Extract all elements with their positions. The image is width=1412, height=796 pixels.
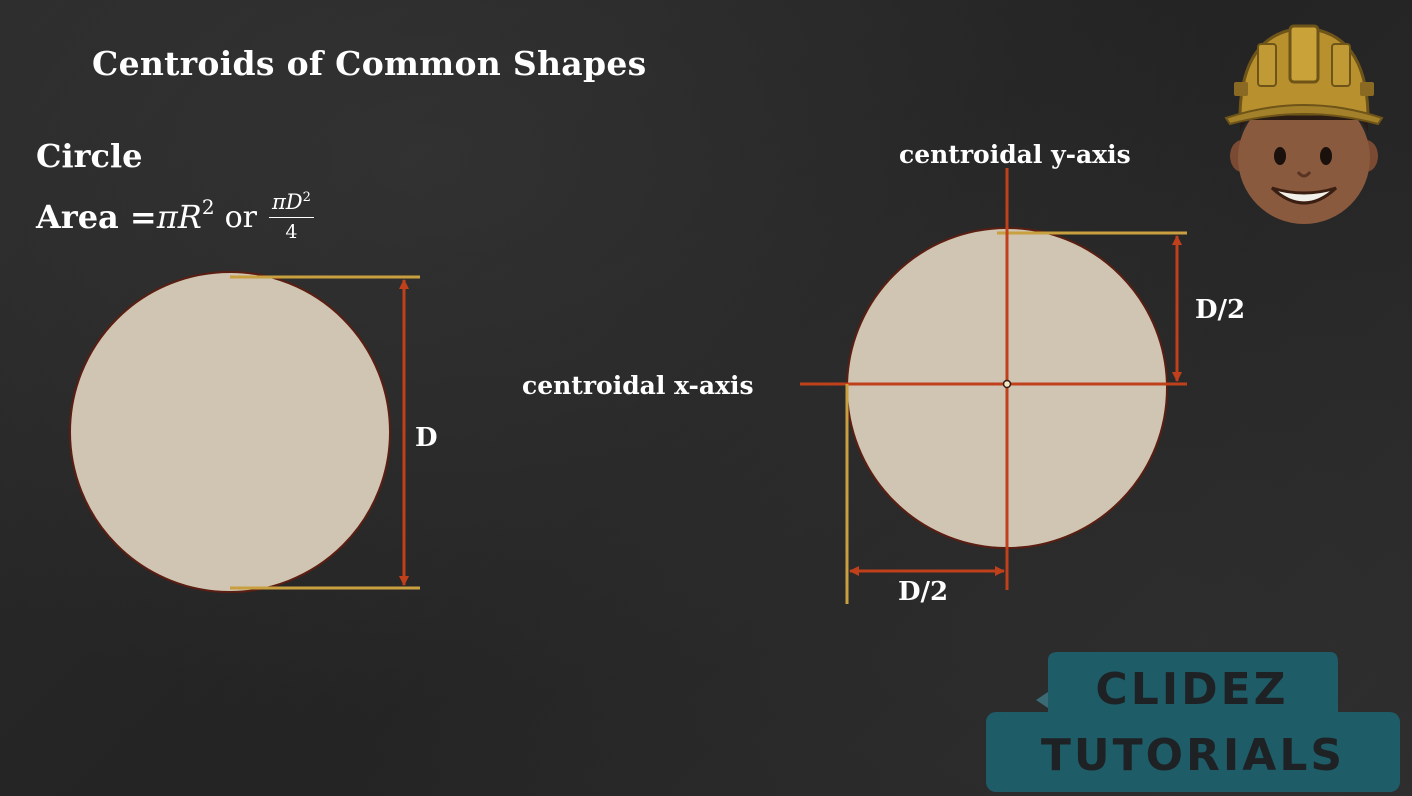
logo-bottom-panel (986, 712, 1400, 792)
area-formula-fraction: πD2 4 (269, 190, 314, 244)
logo-top-panel (1048, 652, 1338, 714)
page-title: Centroids of Common Shapes (92, 44, 647, 83)
mascot-face (1238, 92, 1370, 224)
mascot-helmet-clip-left (1234, 82, 1248, 96)
logo-line-2: TUTORIALS (1041, 730, 1345, 781)
mascot-helmet-rib-left (1257, 43, 1277, 87)
mascot-helmet-ridge (1288, 24, 1320, 84)
vertical-half-label: D/2 (1195, 295, 1245, 325)
mascot-left-eye (1274, 147, 1286, 165)
logo-line-1: CLIDEZ (1095, 664, 1288, 715)
area-label: Area = (36, 198, 157, 236)
x-axis-label: centroidal x-axis (522, 371, 754, 400)
area-formula-radius-exponent: 2 (201, 195, 215, 219)
centroid-point (1002, 379, 1012, 389)
mascot-nose (1296, 171, 1312, 178)
left-circle (69, 271, 391, 593)
shape-name: Circle (36, 137, 143, 175)
fraction-numerator: πD2 (269, 190, 314, 219)
logo-accent-mark (1036, 692, 1048, 708)
mascot-helmet-brim (1224, 104, 1384, 126)
mascot-right-eye (1320, 147, 1332, 165)
engineer-mascot-icon (1224, 24, 1384, 224)
mascot-smile (1270, 186, 1338, 205)
area-formula-radius-base: πR (156, 198, 202, 236)
clidez-tutorials-logo: CLIDEZ TUTORIALS (986, 652, 1400, 792)
area-formula-radius: πR2 (156, 195, 215, 236)
mascot-helmet-rib-right (1331, 43, 1351, 87)
left-dimension-label: D (415, 423, 438, 453)
y-axis-label: centroidal y-axis (899, 140, 1131, 169)
mascot-helmet-clip-right (1360, 82, 1374, 96)
area-formula-connector: or (224, 199, 257, 235)
area-formula: Area = πR2 or πD2 4 (36, 182, 314, 252)
fraction-numerator-exponent: 2 (302, 190, 311, 205)
horizontal-half-label: D/2 (898, 577, 948, 607)
fraction-numerator-base: πD (272, 190, 303, 214)
fraction-denominator: 4 (285, 221, 298, 244)
